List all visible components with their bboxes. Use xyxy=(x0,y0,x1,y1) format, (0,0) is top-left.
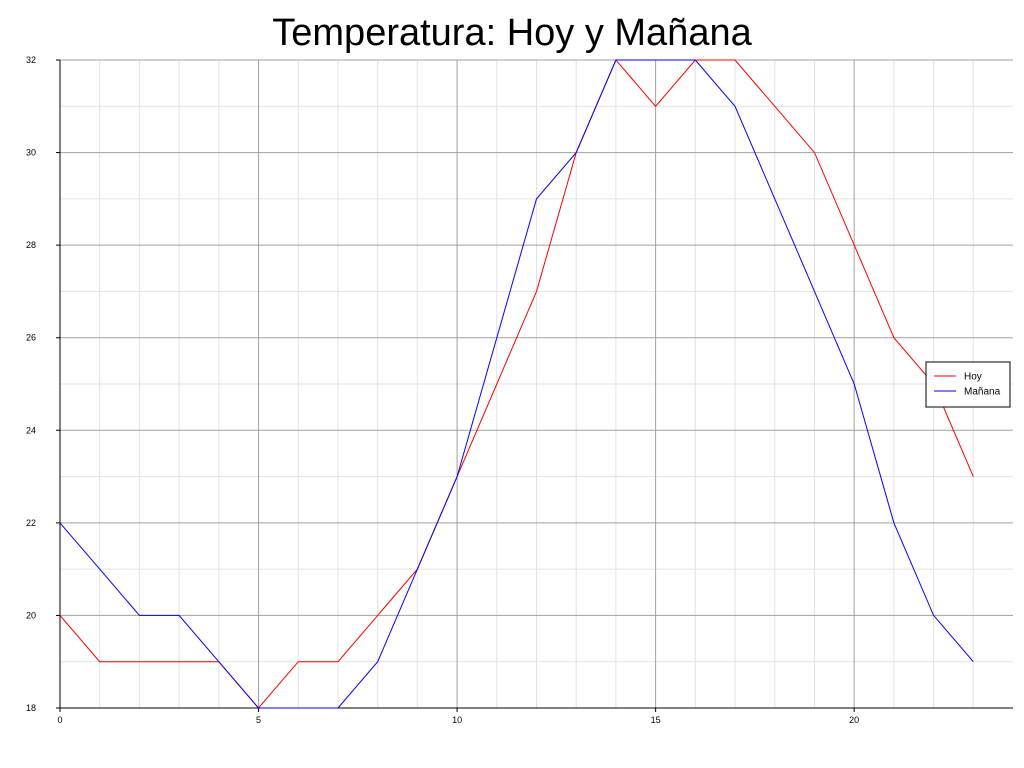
x-tick-label: 15 xyxy=(651,715,661,725)
legend-label: Mañana xyxy=(964,387,1001,398)
y-tick-label: 30 xyxy=(26,148,36,158)
y-tick-label: 26 xyxy=(26,333,36,343)
x-tick-label: 20 xyxy=(849,715,859,725)
y-tick-label: 32 xyxy=(26,55,36,65)
y-tick-label: 20 xyxy=(26,610,36,620)
x-tick-label: 0 xyxy=(57,715,62,725)
minor-gridlines xyxy=(60,60,1013,708)
y-tick-label: 22 xyxy=(26,518,36,528)
y-tick-label: 24 xyxy=(26,425,36,435)
y-tick-label: 28 xyxy=(26,240,36,250)
legend: Hoy Mañana xyxy=(925,361,1011,408)
legend-box xyxy=(925,361,1011,408)
x-axis-ticks: 0 5 10 15 20 xyxy=(57,708,859,725)
y-tick-label: 18 xyxy=(26,703,36,713)
chart-title: Temperatura: Hoy y Mañana xyxy=(272,12,752,54)
series-line-ma-ana xyxy=(59,59,974,709)
x-tick-label: 10 xyxy=(452,715,462,725)
legend-label: Hoy xyxy=(964,372,982,383)
series-lines xyxy=(59,59,974,709)
y-axis-ticks: 18 20 22 24 26 28 30 32 xyxy=(26,55,60,713)
series-line-hoy xyxy=(59,59,974,709)
x-tick-label: 5 xyxy=(256,715,261,725)
